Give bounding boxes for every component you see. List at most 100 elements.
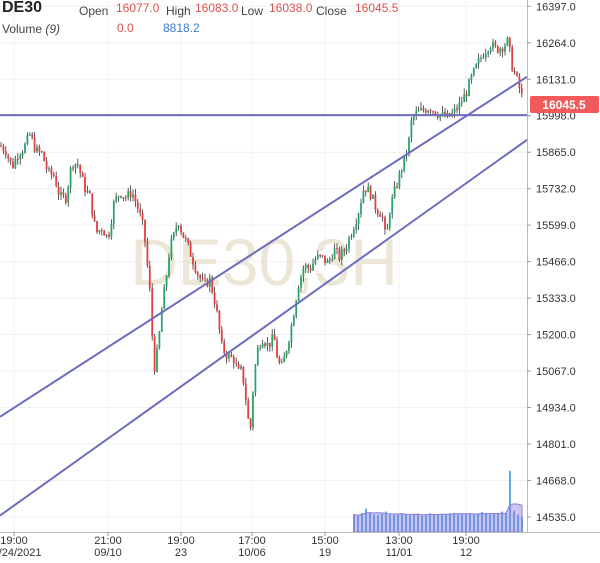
candle [57,181,60,201]
x-tick-date: 09/10 [94,547,122,558]
candle [357,212,360,231]
candle [340,245,343,266]
candle-body [458,102,461,110]
candle [427,109,430,114]
candle [76,158,79,169]
volume-bar [461,514,463,532]
candle [31,132,34,140]
candle-body [333,248,336,259]
volume-bar [381,513,383,532]
volume-bar [385,511,387,532]
volume-bar [473,514,475,532]
candle [352,226,355,238]
candle [417,106,420,112]
candle-body [115,196,118,202]
candle [16,153,19,165]
candle-body [40,151,43,153]
candle-body [52,174,55,176]
candle [120,195,122,199]
candle [367,182,370,193]
candle-body [424,110,427,113]
candle [328,256,331,264]
candle-body [139,208,142,214]
candle-body [288,342,290,352]
candle [62,188,65,199]
candle-body [381,216,384,218]
candle [160,306,163,333]
candle [81,171,84,178]
candle [280,358,283,364]
candle-body [468,79,470,97]
candle-body [38,147,41,152]
candle-body [172,232,175,239]
candle-body [26,134,29,144]
candle [19,153,22,165]
candle-body [36,147,38,152]
candle [314,256,317,266]
candle-body [480,57,482,59]
candle [403,155,406,173]
candle [374,191,377,214]
candle [50,165,53,180]
candle [484,48,487,62]
candle-body [88,190,91,194]
candle [446,109,449,119]
candle [249,417,252,431]
candle-body [388,214,391,228]
candle [456,104,458,114]
candle-body [232,356,235,364]
candle-body [4,151,7,156]
candle [360,198,362,218]
candle [26,132,29,146]
candle [336,243,338,255]
candle-body [300,276,302,288]
candle [309,264,312,273]
candle-body [271,334,274,347]
candle [252,391,254,431]
candle-body [182,232,185,238]
candle [170,234,173,261]
candle [43,151,46,162]
candle-body [105,234,108,236]
candle [122,197,125,202]
candle-body [307,264,310,269]
candle-body [163,287,166,309]
candle-body [266,342,269,346]
y-tick-label: 15067.0 [536,366,576,378]
volume-bar [421,515,423,532]
x-tick-time: 19:00 [167,535,195,547]
candle [292,314,295,327]
candle [463,88,466,103]
candle [36,144,38,154]
candle-body [57,186,60,195]
candle-body [223,341,226,354]
candle [86,185,89,194]
candle-body [331,258,334,260]
candle [372,194,374,200]
candle [91,193,94,219]
candle-body [100,230,103,232]
candle-body [228,354,230,359]
candle-body [14,158,17,168]
candle [158,330,161,350]
volume-bar [437,515,439,532]
candle [504,43,506,56]
x-tick-time: 19:00 [0,535,28,547]
candle [182,232,185,239]
candle-body [403,155,406,171]
candle-body [120,196,122,198]
candle [324,255,326,266]
x-tick-date: 10/06 [238,547,266,558]
candle-body [297,287,300,301]
candle-body [501,48,504,52]
candle-body [280,362,283,364]
candle [187,237,190,246]
candle-body [379,214,382,217]
candle [264,341,266,349]
candle [129,185,132,202]
candle-body [84,177,86,193]
candle [40,150,43,154]
candle [177,225,180,231]
candle-body [475,63,478,69]
candle [180,223,182,236]
